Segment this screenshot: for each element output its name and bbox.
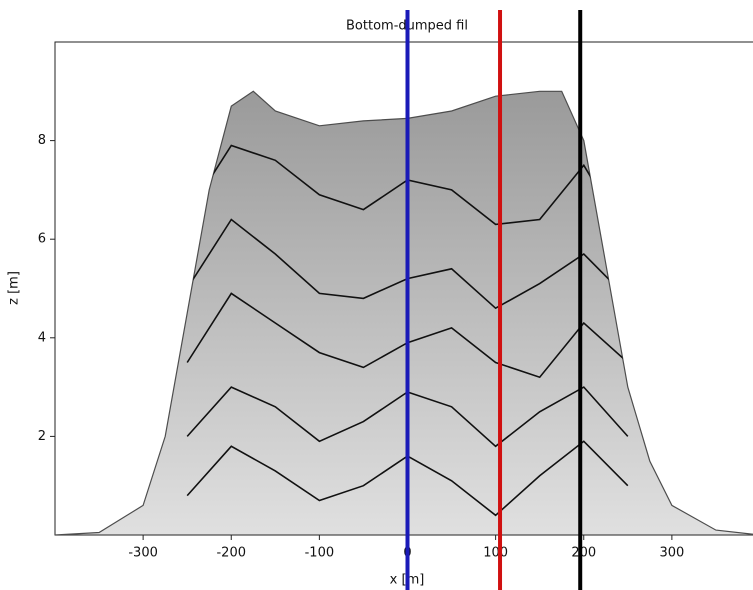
y-tick-label: 6 (38, 232, 46, 247)
x-tick-label: -300 (128, 546, 158, 561)
y-tick-label: 8 (38, 133, 46, 148)
y-tick-label: 2 (38, 429, 46, 444)
y-axis-label: z [m] (7, 271, 22, 305)
x-tick-label: 200 (571, 546, 596, 561)
x-tick-label: 300 (659, 546, 684, 561)
x-tick-label: 100 (483, 546, 508, 561)
y-tick-label: 4 (38, 330, 46, 345)
x-tick-label: -200 (216, 546, 246, 561)
x-tick-label: -100 (305, 546, 335, 561)
